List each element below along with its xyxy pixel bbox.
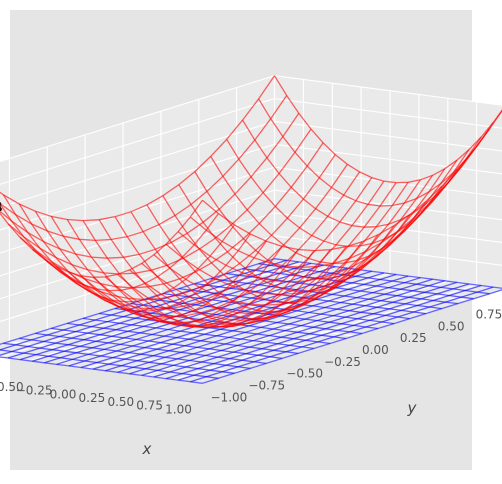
plane-line: [178, 284, 482, 381]
tick-labels: −1.00−0.75−0.50−0.250.000.250.500.751.00…: [0, 308, 502, 417]
y-tick-label: −1.00: [211, 390, 248, 404]
plane-line: [3, 342, 235, 374]
plane-line: [129, 278, 433, 375]
plane-line: [242, 268, 474, 300]
plane-line: [83, 317, 315, 350]
surface-line: [34, 210, 267, 319]
surface-line: [0, 199, 204, 278]
plane-line: [141, 280, 445, 377]
plane-line: [210, 277, 442, 310]
plane-line: [51, 327, 283, 360]
plane-line: [165, 283, 470, 380]
surface-wireframe: [0, 75, 502, 329]
surface-line: [0, 95, 288, 242]
plane-line: [19, 337, 251, 370]
z-gridline: [0, 120, 502, 208]
descent-path-point: [0, 202, 2, 206]
x-tick-label: −0.50: [0, 380, 24, 394]
y-tick-label: −0.25: [324, 355, 361, 369]
surface-line: [258, 98, 491, 207]
plane-line: [44, 267, 348, 364]
plane-line: [67, 322, 299, 355]
x-tick-label: 0.75: [136, 399, 163, 413]
surface-line: [18, 203, 251, 312]
y-tick-label: 0.75: [476, 308, 502, 322]
x-tick-label: −0.25: [16, 384, 53, 398]
x-tick-label: 1.00: [165, 402, 192, 416]
surface-line: [194, 171, 427, 280]
plane-line: [274, 258, 502, 289]
plane-line: [153, 281, 458, 378]
plane-line: [117, 276, 421, 373]
surface-line: [82, 220, 315, 329]
surface-line: [226, 138, 459, 247]
plane-line: [99, 312, 331, 345]
y-tick-label: −0.50: [286, 367, 323, 381]
x-tick-label: 0.00: [50, 387, 77, 401]
x-axis-label: x: [142, 440, 152, 458]
y-tick-label: 0.25: [400, 331, 427, 345]
y-tick-label: −0.75: [248, 379, 285, 393]
surface-line: [7, 128, 312, 275]
z-gridline: [0, 235, 502, 323]
surface-line: [66, 219, 299, 328]
z-gridline: [0, 98, 502, 185]
surface-line: [92, 182, 397, 329]
surface-line: [0, 75, 276, 222]
y-axis-label: y: [407, 399, 418, 417]
plane-line: [190, 286, 494, 383]
y-tick-label: 0.00: [362, 343, 389, 357]
plane-line: [0, 356, 203, 384]
surface-line: [0, 202, 219, 292]
surface-line: [210, 156, 443, 265]
plane-line: [35, 332, 267, 365]
plane-line: [0, 349, 219, 379]
plane-line: [202, 289, 502, 384]
surface-line: [162, 195, 395, 304]
surface-line: [273, 75, 502, 184]
z-gridline: [0, 143, 502, 231]
surface-line: [130, 211, 363, 320]
surface-line: [104, 181, 409, 328]
surface-line: [114, 216, 347, 325]
x-tick-label: 0.50: [107, 395, 134, 409]
plane-line: [105, 275, 409, 372]
descent-path: [0, 202, 2, 211]
x-tick-label: 0.25: [79, 391, 106, 405]
surface-line: [0, 112, 300, 259]
y-tick-label: 0.50: [438, 319, 465, 333]
surface-line: [146, 204, 379, 313]
surface-line: [242, 119, 475, 228]
surface-line: [98, 219, 331, 328]
descent-path-point: [0, 207, 2, 211]
